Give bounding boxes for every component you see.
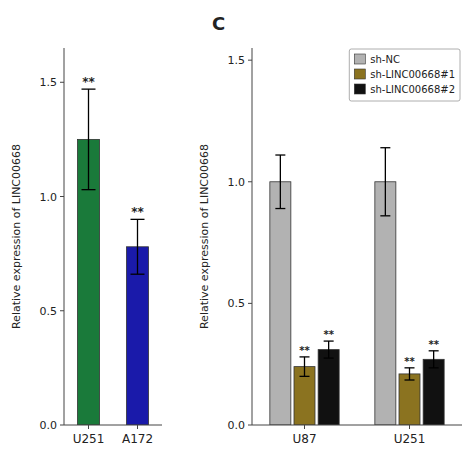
x-axis [64,425,162,426]
y-tick [248,303,252,304]
error-cap [380,147,390,148]
legend-label: sh-LINC00668#2 [370,84,455,95]
panel: ** ** ** ** 0.0 0.5 1.0 1.5 U87 U251 Relative expr… [198,13,462,446]
legend-label: sh-NC [370,54,400,65]
legend-swatch [354,69,365,79]
bar [399,374,420,425]
legend-swatch [354,84,365,94]
error-line [137,219,138,274]
x-tick-label: U87 [292,432,316,446]
page: {"chart_data": [ {"type": "bar", "catego… [0,0,474,474]
significance-label: ** [82,75,95,89]
legend-swatch [354,54,365,64]
annotations: ** ** [82,75,144,219]
bar [375,182,396,425]
x-tick-label: U251 [394,432,426,446]
bar [318,350,339,425]
significance-label: ** [299,345,310,356]
y-axis-label: Relative expression of LINC00668 [10,144,23,329]
error-cap [324,340,334,341]
chart-svg: ** ** 0.0 0.5 1.0 1.5 U251 A172 Relative express… [0,0,474,474]
error-cap [429,367,439,368]
error-cap [429,350,439,351]
x-tick-label: U251 [73,432,105,446]
error-cap [324,357,334,358]
error-cap [131,274,145,275]
y-tick-label: 0.0 [228,419,246,432]
y-tick [60,196,64,197]
x-tick-label: A172 [122,432,153,446]
y-tick [248,181,252,182]
legend-frame [349,49,460,101]
error-cap [275,154,285,155]
y-tick-label: 1.5 [228,54,246,67]
error-line [280,155,281,209]
y-tick-label: 1.0 [228,176,246,189]
x-tick [304,425,305,429]
error-line [385,148,386,216]
y-tick [248,425,252,426]
error-line [304,357,305,376]
significance-label: ** [428,339,439,350]
error-cap [380,215,390,216]
error-bar [324,341,334,358]
y-tick-label: 1.0 [40,191,58,204]
y-axis [64,48,65,425]
y-tick-label: 0.5 [40,305,58,318]
x-axis [252,425,462,426]
x-tick [88,425,89,429]
x-tick [409,425,410,429]
error-cap [405,367,415,368]
title: C [212,13,225,34]
error-cap [300,376,310,377]
error-cap [82,189,96,190]
y-tick-label: 1.5 [40,76,58,89]
bar [423,359,444,425]
y-tick [60,310,64,311]
error-bar [429,351,439,368]
error-bar [131,219,145,274]
marks [270,148,444,425]
significance-label: ** [323,329,334,340]
significance-label: ** [131,205,144,219]
marks [77,89,148,425]
y-axis [252,48,253,425]
significance-label: ** [404,356,415,367]
error-cap [405,379,415,380]
y-tick [60,425,64,426]
error-bar [380,148,390,216]
y-tick [248,60,252,61]
y-tick-label: 0.0 [40,419,58,432]
panel: ** ** 0.0 0.5 1.0 1.5 U251 A172 Relative express… [10,48,162,446]
error-cap [275,208,285,209]
error-bar [300,357,310,376]
error-line [328,341,329,358]
y-tick-label: 0.5 [228,297,246,310]
error-bar [275,155,285,209]
bar [270,182,291,425]
error-bar [82,89,96,190]
y-tick [60,82,64,83]
y-axis-label: Relative expression of LINC00668 [198,144,211,329]
x-tick [137,425,138,429]
error-line [88,89,89,190]
error-line [433,351,434,368]
annotations: ** ** ** ** [299,329,439,367]
error-bar [405,368,415,380]
error-cap [300,356,310,357]
error-line [409,368,410,380]
legend: sh-NC sh-LINC00668#1 sh-LINC00668#2 [349,49,460,101]
legend-label: sh-LINC00668#1 [370,69,455,80]
